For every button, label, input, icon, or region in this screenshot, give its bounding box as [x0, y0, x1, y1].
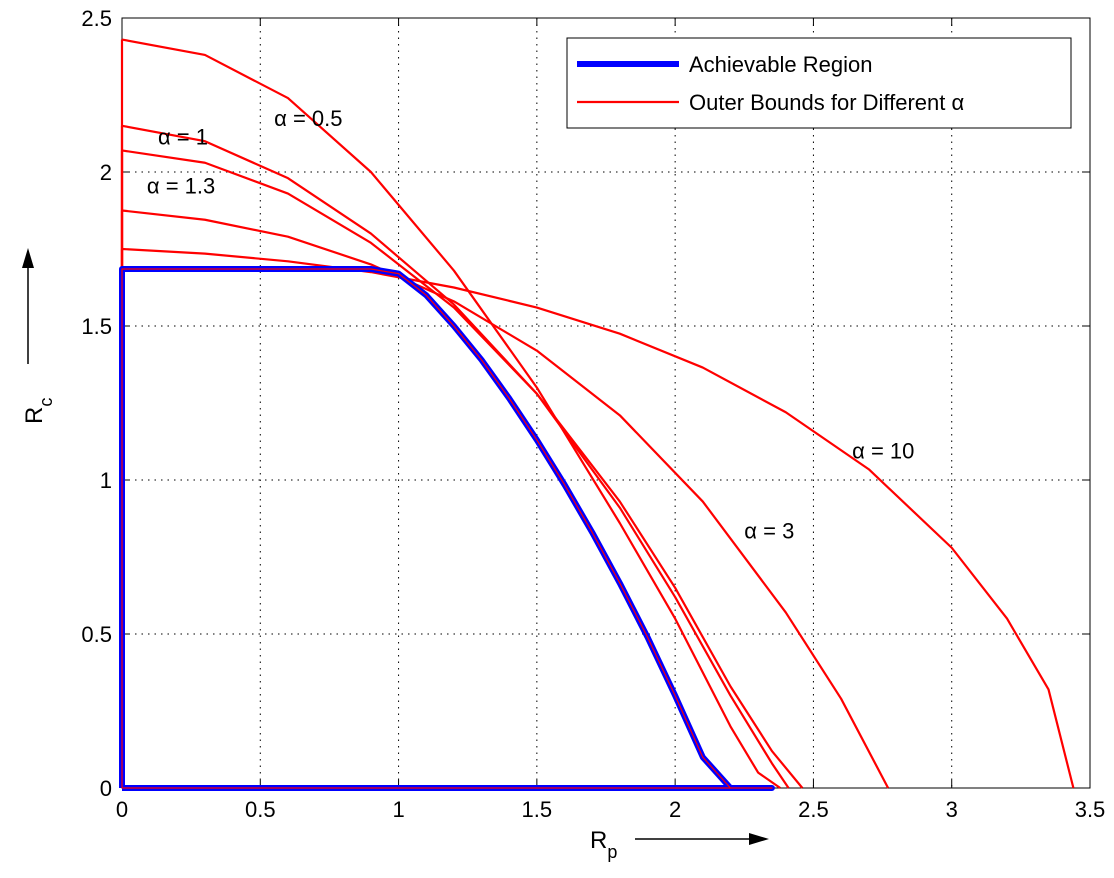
alpha-annotation: α = 1.3	[147, 174, 215, 199]
plot-frame	[121, 17, 1091, 789]
alpha-annotation: α = 10	[852, 438, 914, 463]
y-axis-arrowhead	[22, 248, 34, 268]
axis-ticks: 0 0.5 1 1.5 2 2.5 3 3.5 0 0.5 1 1.5 2 2.5	[81, 6, 1105, 822]
x-axis-arrowhead	[749, 833, 769, 845]
y-tick-label: 0.5	[81, 622, 112, 647]
axis-labels: Rp Rc	[21, 248, 769, 862]
x-tick-label: 3.5	[1075, 797, 1106, 822]
legend-box	[566, 37, 1072, 129]
legend: Achievable Region Outer Bounds for Differ…	[566, 37, 1072, 129]
x-tick-label: 3	[946, 797, 958, 822]
y-axis-label: Rc	[21, 398, 56, 424]
x-axis-label: Rp	[590, 827, 617, 862]
grid	[122, 18, 1090, 788]
achievable-region-red-trace	[121, 268, 773, 789]
x-tick-label: 2.5	[798, 797, 829, 822]
outer-bound-alpha-10	[121, 247, 1075, 789]
series-layer	[119, 38, 1075, 791]
x-tick-label: 2	[669, 797, 681, 822]
y-axis-label-sub: c	[36, 398, 56, 407]
alpha-annotation: α = 3	[744, 519, 794, 544]
outer-bound-alpha-3	[121, 209, 890, 789]
achievable-region-line	[119, 266, 775, 791]
y-tick-label: 1.5	[81, 314, 112, 339]
x-tick-label: 0.5	[245, 797, 276, 822]
legend-label: Achievable Region	[689, 52, 872, 77]
outer-bound-alpha-1-3	[121, 149, 804, 789]
y-tick-label: 2.5	[81, 6, 112, 31]
x-axis-label-sub: p	[607, 842, 617, 862]
annotations: α = 0.5 α = 1 α = 1.3 α = 10 α = 3	[147, 106, 915, 544]
x-tick-label: 0	[116, 797, 128, 822]
alpha-annotation: α = 1	[158, 124, 208, 149]
x-tick-label: 1.5	[522, 797, 553, 822]
y-tick-label: 0	[100, 776, 112, 801]
y-axis-label-group: Rc	[21, 398, 56, 424]
x-tick-label: 1	[392, 797, 404, 822]
outer-bound-alpha-0-5	[121, 38, 781, 789]
outer-bound-alpha-1	[121, 124, 790, 789]
legend-label: Outer Bounds for Different α	[689, 90, 965, 115]
y-tick-label: 2	[100, 160, 112, 185]
alpha-annotation: α = 0.5	[274, 106, 342, 131]
y-tick-label: 1	[100, 468, 112, 493]
